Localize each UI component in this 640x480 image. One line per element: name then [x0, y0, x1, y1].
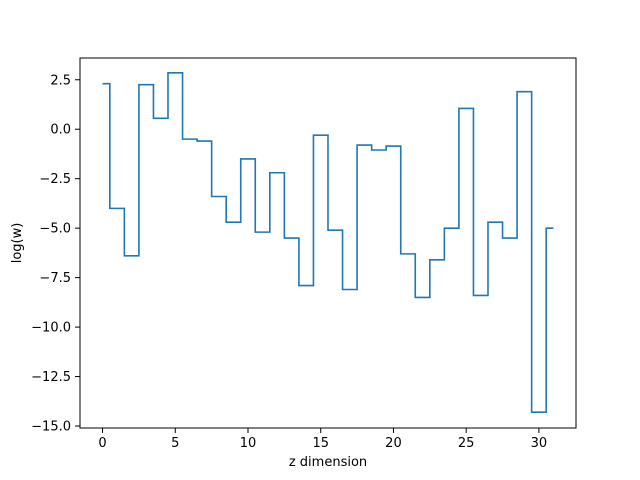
x-tick-label: 5: [171, 436, 179, 451]
plot-area: [102, 72, 554, 413]
x-axis-ticks: 0 5 10 15 20 25 30: [98, 428, 547, 451]
x-axis-label: z dimension: [289, 455, 367, 470]
x-tick-label: 15: [312, 436, 329, 451]
y-tick-label: 0.0: [50, 123, 71, 138]
y-tick-label: −15.0: [31, 420, 71, 435]
axes-frame: [79, 57, 577, 429]
x-tick-label: 20: [385, 436, 402, 451]
y-tick-label: 2.5: [50, 73, 71, 88]
x-tick-label: 25: [458, 436, 475, 451]
y-tick-label: −2.5: [39, 172, 71, 187]
y-tick-label: −12.5: [31, 370, 71, 385]
y-tick-label: −10.0: [31, 321, 71, 336]
y-axis-label: log(w): [10, 223, 25, 264]
y-tick-label: −5.0: [39, 222, 71, 237]
x-tick-label: 30: [531, 436, 548, 451]
series-line-0: [102, 72, 554, 413]
x-tick-label: 10: [240, 436, 257, 451]
x-tick-label: 0: [98, 436, 106, 451]
y-tick-label: −7.5: [39, 271, 71, 286]
y-axis-ticks: 2.5 0.0 −2.5 −5.0 −7.5 −10.0 −12.5 −15.0: [31, 73, 80, 435]
